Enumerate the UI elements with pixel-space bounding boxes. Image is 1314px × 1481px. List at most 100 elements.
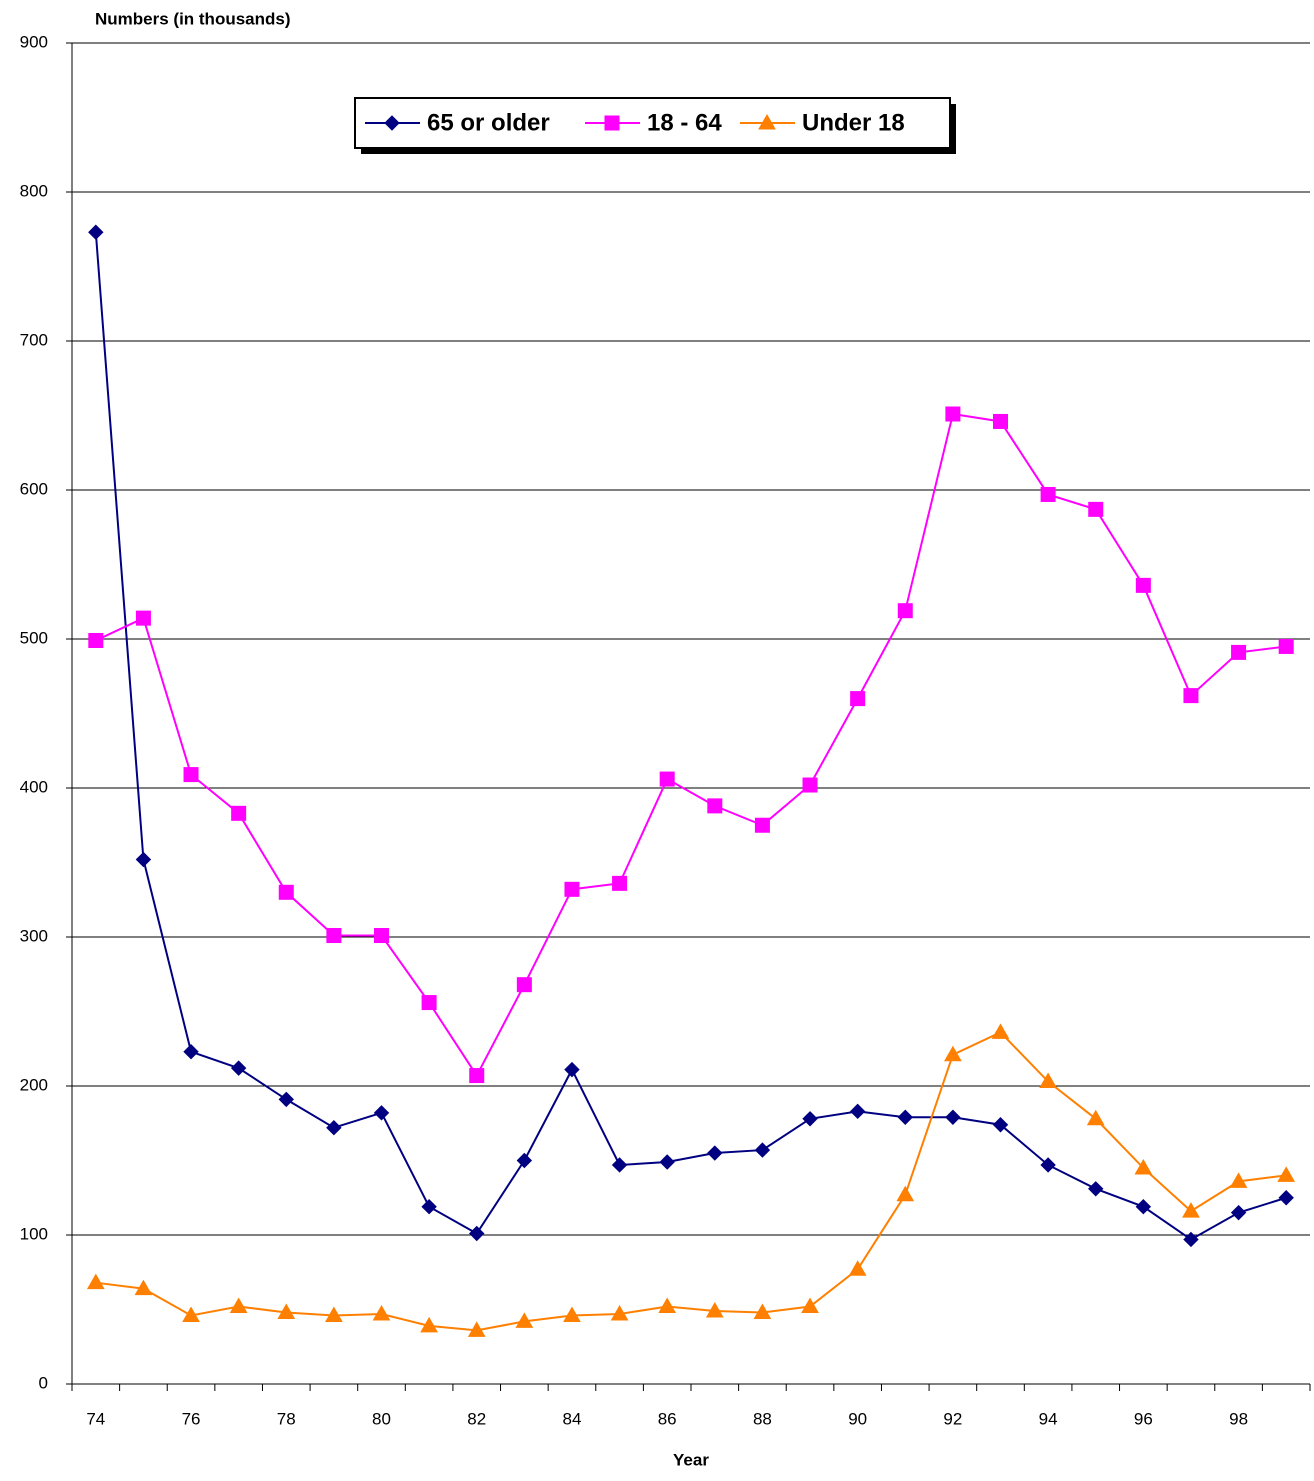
marker xyxy=(1086,1109,1105,1126)
legend: 65 or older 18 - 64 Under 18 xyxy=(354,97,956,154)
marker xyxy=(991,1023,1010,1039)
marker xyxy=(1183,1231,1199,1248)
marker xyxy=(707,1145,723,1161)
marker xyxy=(944,1045,962,1062)
marker xyxy=(277,1303,296,1319)
marker xyxy=(659,1154,675,1170)
marker xyxy=(516,977,532,993)
marker xyxy=(1040,486,1056,502)
y-tick-label: 300 xyxy=(20,926,48,945)
marker xyxy=(754,1142,771,1158)
marker xyxy=(183,1044,199,1060)
x-tick-label: 76 xyxy=(182,1409,201,1428)
marker xyxy=(1278,638,1294,654)
marker xyxy=(1230,1204,1247,1221)
marker xyxy=(230,1060,247,1076)
marker xyxy=(183,767,199,783)
marker xyxy=(467,1321,486,1337)
marker xyxy=(705,1301,724,1318)
marker xyxy=(659,771,675,787)
marker xyxy=(945,1109,961,1125)
y-tick-label: 100 xyxy=(20,1224,48,1243)
marker xyxy=(135,610,151,626)
legend-box xyxy=(354,97,951,149)
x-tick-label: 94 xyxy=(1039,1409,1058,1428)
marker xyxy=(516,1152,533,1169)
marker xyxy=(897,603,913,619)
y-tick-label: 400 xyxy=(20,777,48,796)
x-tick-label: 78 xyxy=(277,1409,296,1428)
marker xyxy=(421,1198,437,1215)
x-tick-label: 90 xyxy=(848,1409,867,1428)
marker xyxy=(802,1111,818,1127)
y-tick-label: 200 xyxy=(20,1075,48,1094)
marker xyxy=(802,777,818,793)
marker xyxy=(611,1157,628,1173)
marker xyxy=(278,1091,294,1108)
marker xyxy=(1182,1202,1200,1218)
marker xyxy=(945,406,961,422)
x-tick-label: 92 xyxy=(943,1409,962,1428)
marker xyxy=(563,1306,581,1322)
marker xyxy=(372,1304,391,1321)
marker xyxy=(1135,577,1151,593)
marker xyxy=(848,1260,867,1276)
marker xyxy=(326,1120,342,1136)
marker xyxy=(88,632,104,648)
marker xyxy=(420,1316,438,1333)
marker xyxy=(231,805,247,821)
marker xyxy=(325,1306,343,1322)
marker xyxy=(469,1225,485,1242)
marker xyxy=(229,1297,248,1314)
marker xyxy=(374,928,389,944)
marker xyxy=(1134,1158,1153,1175)
marker xyxy=(610,1304,629,1321)
marker xyxy=(564,1061,580,1078)
marker xyxy=(135,851,152,868)
series-line xyxy=(94,232,1287,1241)
marker xyxy=(326,928,342,944)
marker xyxy=(1088,501,1104,517)
legend-label: Under 18 xyxy=(802,109,905,136)
marker xyxy=(897,1109,913,1125)
y-tick-label: 0 xyxy=(39,1373,48,1392)
marker xyxy=(758,113,776,130)
marker xyxy=(658,1297,677,1314)
marker xyxy=(604,115,620,131)
y-tick-label: 800 xyxy=(20,181,48,200)
marker xyxy=(849,1103,866,1120)
marker xyxy=(86,1273,105,1290)
marker xyxy=(515,1312,534,1328)
y-tick-label: 500 xyxy=(20,628,48,647)
marker xyxy=(1039,1072,1057,1089)
y-tick-label: 900 xyxy=(20,32,48,51)
marker xyxy=(1278,1190,1294,1206)
x-tick-label: 82 xyxy=(467,1409,486,1428)
legend-label: 65 or older xyxy=(427,109,550,136)
marker xyxy=(707,798,723,814)
y-tick-label: 700 xyxy=(20,330,48,349)
series-line xyxy=(95,1031,1287,1332)
marker xyxy=(1040,1157,1056,1173)
marker xyxy=(278,884,294,900)
marker xyxy=(992,1117,1009,1133)
x-tick-label: 80 xyxy=(372,1409,391,1428)
marker xyxy=(993,413,1008,429)
x-tick-label: 84 xyxy=(563,1409,582,1428)
marker xyxy=(1277,1166,1296,1182)
marker xyxy=(384,115,400,131)
x-tick-label: 98 xyxy=(1229,1409,1248,1428)
marker xyxy=(564,881,580,897)
marker xyxy=(754,817,770,833)
marker xyxy=(1231,644,1247,660)
marker xyxy=(896,1185,915,1202)
x-tick-label: 86 xyxy=(658,1409,677,1428)
marker xyxy=(1229,1172,1248,1188)
marker xyxy=(753,1303,772,1319)
y-tick-label: 600 xyxy=(20,479,48,498)
marker xyxy=(469,1068,485,1084)
marker xyxy=(850,691,866,707)
marker xyxy=(373,1105,390,1121)
marker xyxy=(1088,1181,1104,1197)
